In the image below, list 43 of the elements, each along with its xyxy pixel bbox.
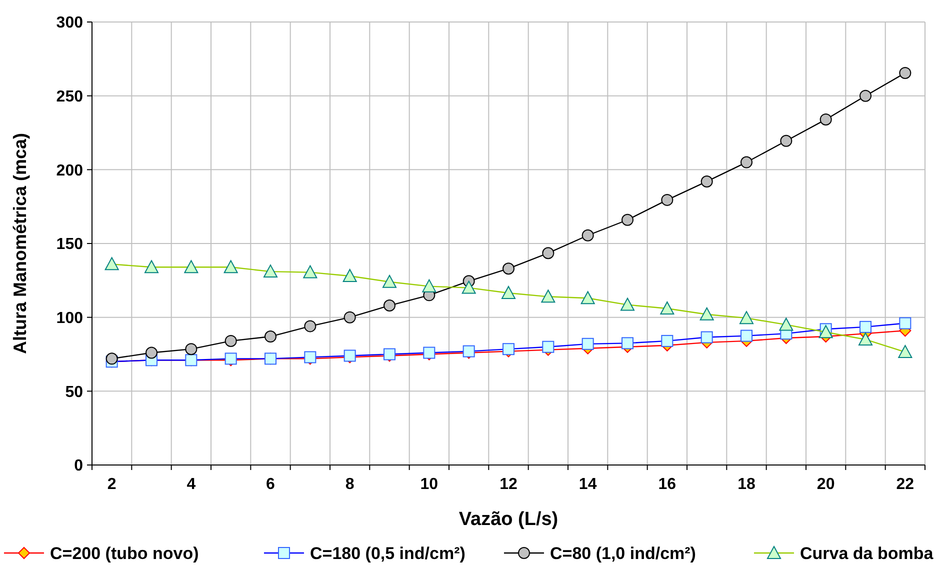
point (582, 229, 594, 242)
y-tick-label: 0 (74, 458, 84, 475)
point (344, 311, 356, 324)
y-tick-label: 200 (56, 162, 84, 180)
y-tick-label: 100 (56, 310, 84, 327)
point (264, 330, 276, 343)
point (899, 66, 912, 79)
point (622, 214, 634, 226)
x-tick-label: 20 (816, 476, 835, 493)
y-tick-label: 150 (56, 236, 84, 254)
x-tick-label: 14 (578, 476, 597, 493)
x-tick-label: 22 (896, 476, 914, 493)
point (304, 320, 316, 332)
legend-label: C=80 (1,0 ind/cm²) (550, 544, 696, 563)
x-tick-label: 6 (266, 476, 276, 493)
point (384, 300, 396, 312)
point (700, 175, 713, 188)
legend-label: C=200 (tubo novo) (50, 544, 199, 563)
point (661, 194, 674, 206)
point (106, 352, 118, 365)
x-tick-label: 8 (345, 476, 354, 493)
point (224, 334, 237, 347)
point (502, 262, 514, 275)
y-tick-label: 300 (56, 14, 84, 32)
y-tick-label: 50 (65, 384, 84, 401)
x-tick-label: 18 (738, 476, 756, 493)
point (146, 346, 158, 359)
legend-label: Curva da bomba (800, 544, 934, 563)
legend-label: C=180 (0,5 ind/cm²) (310, 544, 466, 563)
x-tick-label: 10 (420, 476, 438, 493)
point (542, 247, 554, 260)
point (780, 134, 792, 147)
x-tick-label: 2 (107, 476, 116, 493)
x-tick-label: 4 (186, 476, 196, 493)
y-tick-label: 250 (56, 88, 84, 106)
point (185, 343, 198, 356)
x-axis-title: Vazão (L/s) (458, 509, 558, 530)
y-axis-title: Altura Manométrica (mca) (10, 132, 30, 354)
x-tick-label: 16 (658, 476, 676, 493)
x-tick-label: 12 (500, 476, 518, 493)
point (820, 113, 832, 126)
point (740, 156, 752, 168)
point (860, 90, 872, 102)
